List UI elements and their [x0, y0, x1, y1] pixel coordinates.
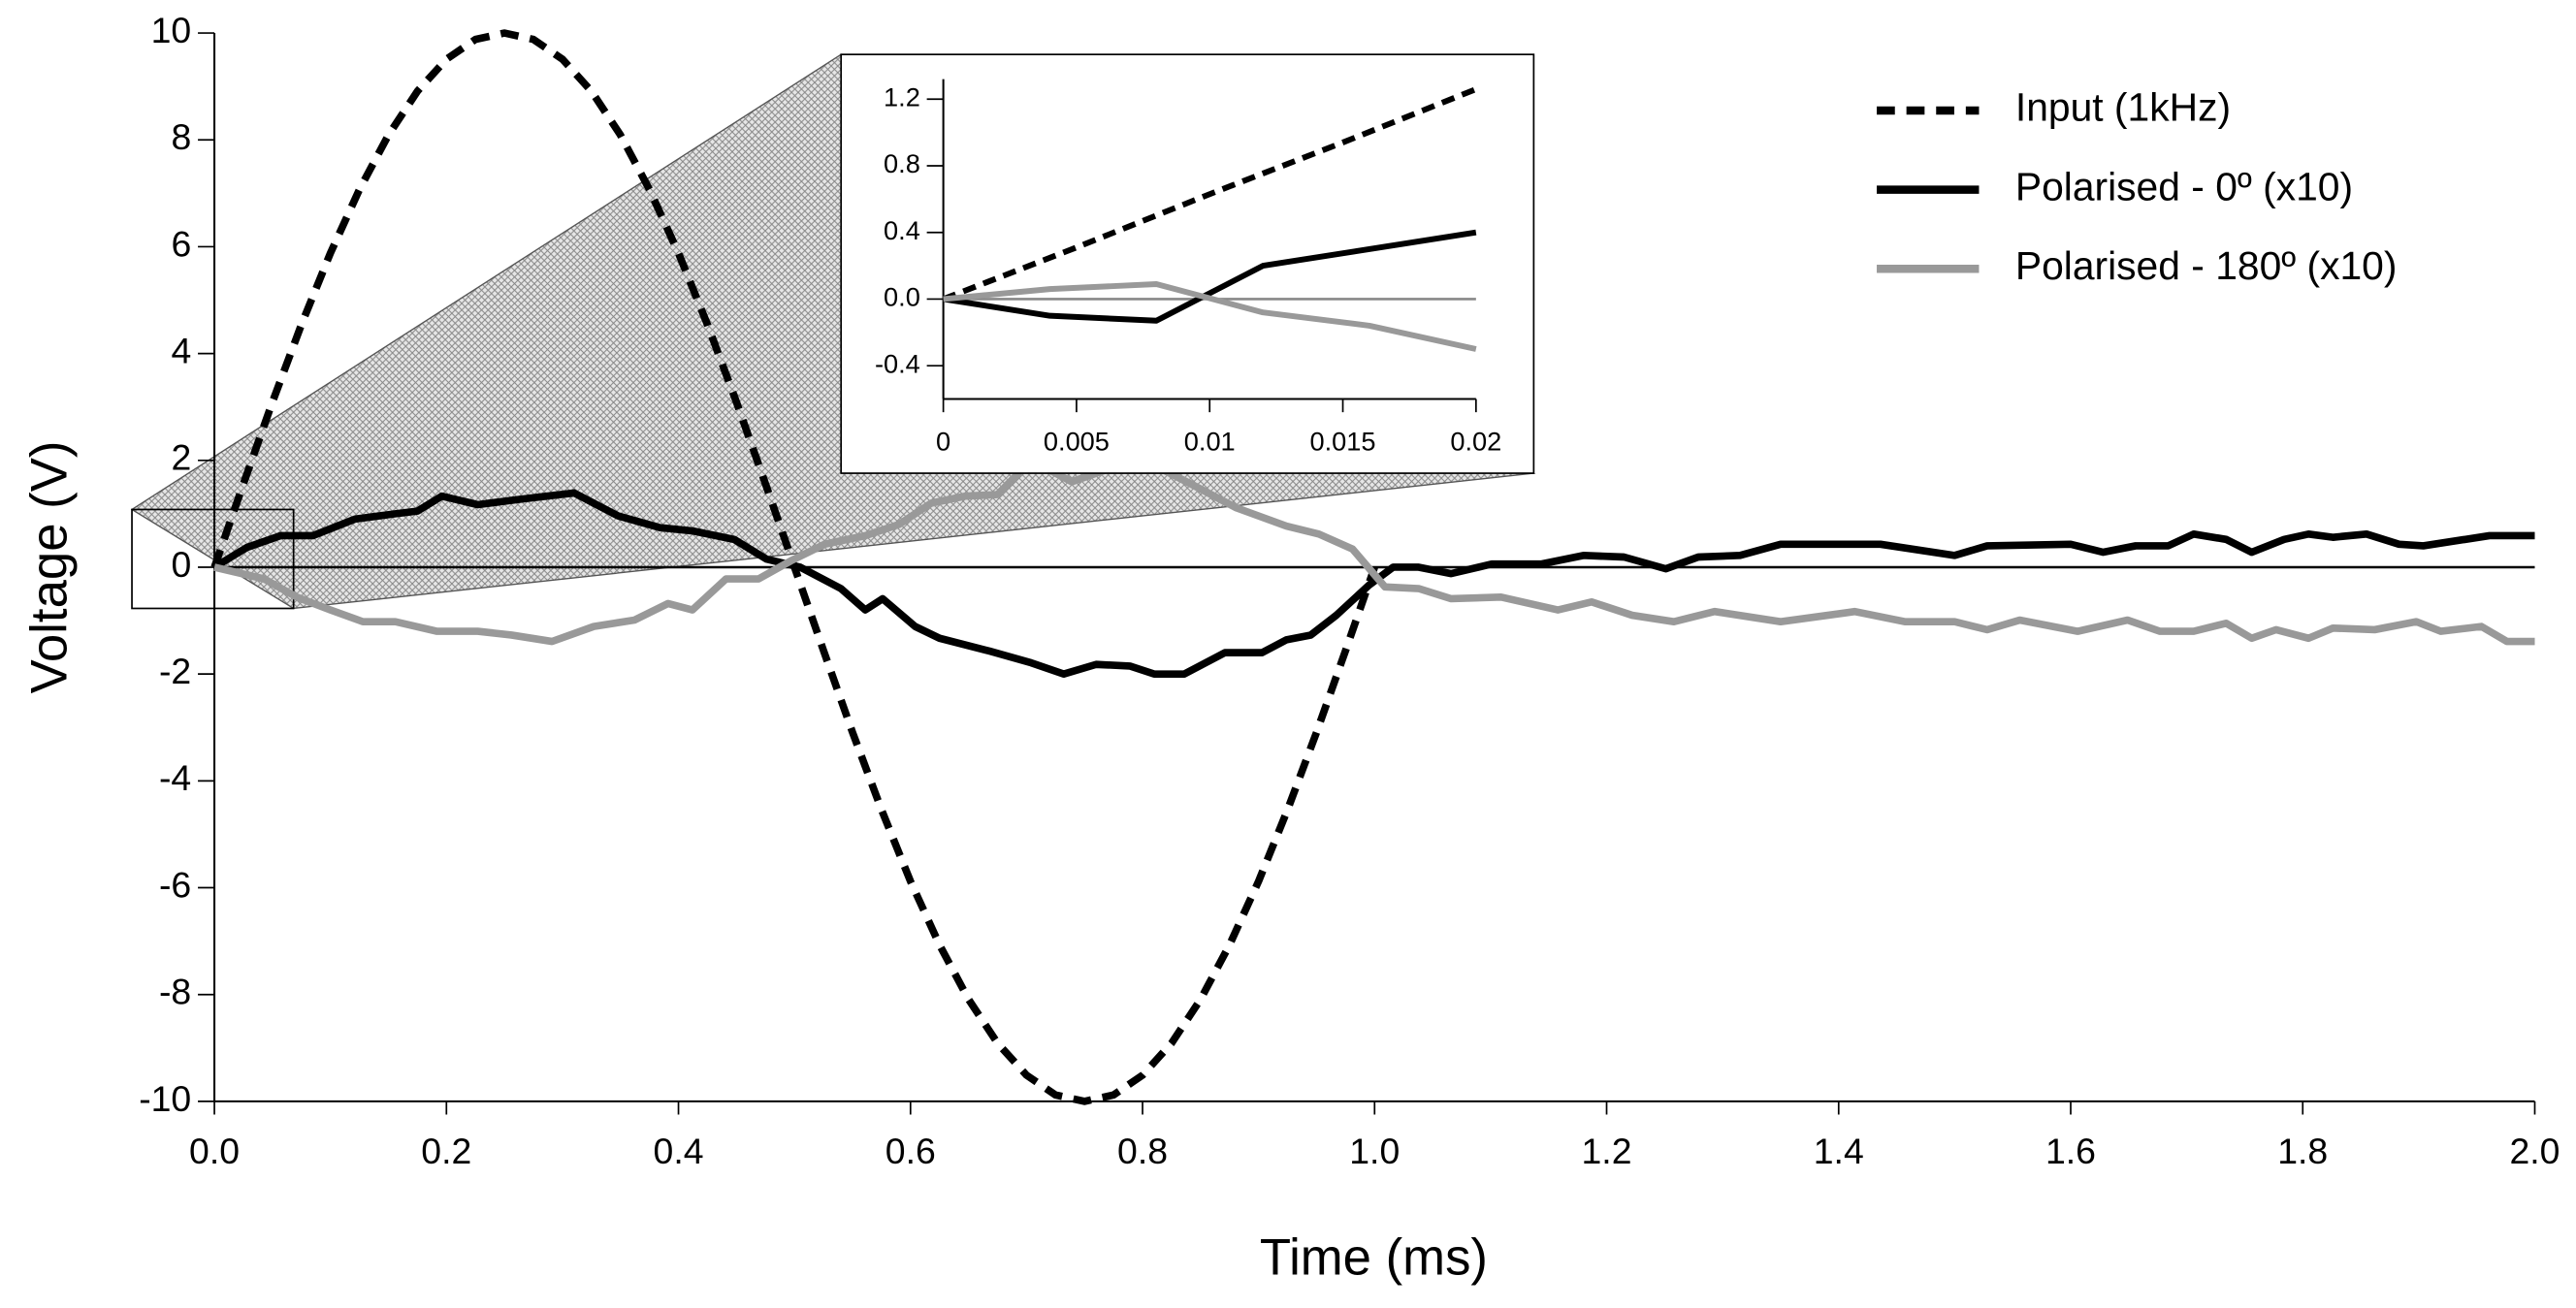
x-tick-label: 0.8	[1117, 1131, 1168, 1171]
x-tick-label: 0.02	[1450, 427, 1501, 457]
series-line	[213, 456, 2535, 646]
y-tick-label: 6	[171, 223, 191, 264]
y-tick-label: -10	[139, 1078, 191, 1119]
x-tick-label: 1.2	[1582, 1131, 1632, 1171]
x-tick-label: 2.0	[2509, 1131, 2560, 1171]
y-tick-label: -2	[159, 651, 191, 691]
x-tick-label: 0.2	[421, 1131, 471, 1171]
y-tick-label: 2	[171, 437, 191, 478]
x-tick-label: 0.01	[1184, 427, 1236, 457]
x-tick-label: 0.0	[189, 1131, 240, 1171]
legend: Input (1kHz) Polarised - 0º (x10) Polarise…	[1877, 85, 2397, 288]
y-tick-label: 0.0	[884, 282, 920, 312]
y-tick-label: 1.2	[884, 81, 920, 112]
y-tick-label: -8	[159, 972, 191, 1012]
x-tick-label: 0.6	[886, 1131, 936, 1171]
y-tick-label: 0	[171, 544, 191, 585]
series-line	[943, 281, 1477, 352]
x-tick-label: 1.8	[2277, 1131, 2328, 1171]
legend-label: Polarised - 180º (x10)	[2015, 243, 2398, 288]
y-tick-label: 0.8	[884, 148, 920, 178]
series-line	[943, 229, 1477, 324]
legend-label: Polarised - 0º (x10)	[2015, 164, 2353, 208]
x-tick-label: 1.6	[2045, 1131, 2096, 1171]
x-tick-label: 1.0	[1349, 1131, 1400, 1171]
y-tick-label: -6	[159, 864, 191, 905]
x-tick-label: 0.4	[654, 1131, 704, 1171]
y-tick-label: -0.4	[875, 348, 920, 378]
legend-label: Input (1kHz)	[2015, 85, 2231, 130]
zoom-box	[131, 508, 295, 610]
y-tick-label: 4	[171, 330, 191, 370]
x-tick-label: 0.005	[1044, 427, 1110, 457]
y-tick-label: 10	[151, 10, 192, 50]
y-tick-label: 8	[171, 116, 191, 157]
main-plot: -10 -8 -6 -4 -2 0 2 4 6 8 10 0.0 0.2 0.4 0.6 0.8 1.0 1.2 1…	[139, 10, 2560, 1171]
x-axis-label: Time (ms)	[1260, 1229, 1488, 1287]
inset-frame	[840, 53, 1535, 474]
y-axis-label: Voltage (V)	[20, 441, 78, 694]
y-tick-label: 0.4	[884, 215, 920, 245]
series-line	[942, 86, 1477, 303]
series-line	[212, 489, 2535, 678]
inset-plot: -0.4 0.0 0.4 0.8 1.2 0 0.005 0.01 0.015 0.02	[840, 53, 1535, 474]
x-tick-label: 0.015	[1310, 427, 1376, 457]
x-tick-label: 1.4	[1814, 1131, 1864, 1171]
x-tick-label: 0	[936, 427, 950, 457]
y-tick-label: -4	[159, 757, 191, 798]
